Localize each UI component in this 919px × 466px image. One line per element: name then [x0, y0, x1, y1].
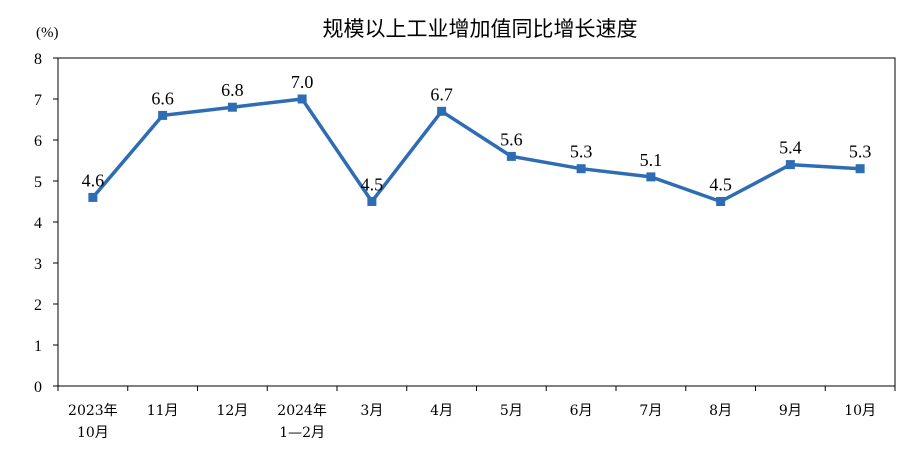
x-tick-label: 9月	[779, 403, 802, 419]
x-tick-label: 4月	[430, 403, 453, 419]
data-label: 5.6	[500, 129, 523, 149]
y-tick-label: 0	[34, 379, 42, 396]
x-tick-label: 2024年	[277, 403, 327, 419]
data-point-marker	[855, 164, 865, 174]
x-tick-label: 1—2月	[279, 425, 325, 441]
y-tick-label: 7	[34, 92, 42, 109]
data-point-marker	[785, 160, 795, 170]
x-tick-label: 5月	[500, 403, 523, 419]
data-point-marker	[646, 172, 656, 182]
data-point-marker	[506, 151, 516, 161]
data-label: 6.6	[151, 88, 174, 108]
series-line	[91, 97, 861, 205]
data-point-marker	[576, 164, 586, 174]
data-label: 4.5	[709, 175, 732, 195]
data-label: 7.0	[291, 72, 314, 92]
y-axis-unit: (%)	[36, 25, 59, 41]
x-tick-label: 3月	[360, 403, 383, 419]
data-label: 6.8	[221, 80, 244, 100]
data-labels: 4.6 6.6 6.8 7.0 4.5 6.7 5.6 5.3 5.1 4.5 5.4 5.3	[82, 72, 872, 195]
y-tick-label: 3	[34, 256, 42, 273]
x-tick-label: 12月	[216, 403, 248, 419]
x-axis: 2023年 10月 11月 12月 2024年 1—2月 3月 4月 5月 6月 7月 8月 9月 10月	[57, 386, 896, 441]
data-point-marker	[227, 102, 237, 112]
y-tick-label: 8	[34, 51, 42, 68]
data-label: 5.3	[570, 142, 593, 162]
data-point-marker	[367, 197, 377, 206]
x-tick-label: 11月	[147, 403, 179, 419]
y-tick-label: 1	[34, 338, 42, 355]
data-label: 5.4	[779, 138, 802, 158]
x-tick-label: 10月	[77, 425, 109, 441]
y-tick-label: 4	[34, 215, 42, 232]
data-label: 5.3	[849, 142, 872, 162]
x-tick-label: 2023年	[68, 403, 118, 419]
x-tick-label: 8月	[709, 403, 732, 419]
data-label: 4.6	[82, 170, 105, 190]
x-tick-label: 6月	[570, 403, 593, 419]
data-point-marker	[716, 197, 726, 206]
y-tick-label: 5	[34, 174, 42, 191]
data-point-marker	[297, 94, 307, 104]
x-tick-label: 7月	[639, 403, 662, 419]
plot-area-frame	[57, 57, 896, 387]
data-label: 6.7	[430, 84, 453, 104]
y-tick-label: 2	[34, 297, 42, 314]
data-point-marker	[88, 192, 98, 202]
y-tick-label: 6	[34, 133, 42, 150]
y-axis: 0 1 2 3 4 5 6 7 8	[34, 51, 58, 396]
data-point-marker	[437, 106, 447, 116]
x-tick-label: 10月	[844, 403, 876, 419]
chart-title: 规模以上工业增加值同比增长速度	[323, 17, 638, 41]
data-point-marker	[158, 110, 168, 120]
series-layer	[88, 94, 865, 206]
data-label: 5.1	[640, 150, 663, 170]
data-label: 4.5	[361, 175, 384, 195]
